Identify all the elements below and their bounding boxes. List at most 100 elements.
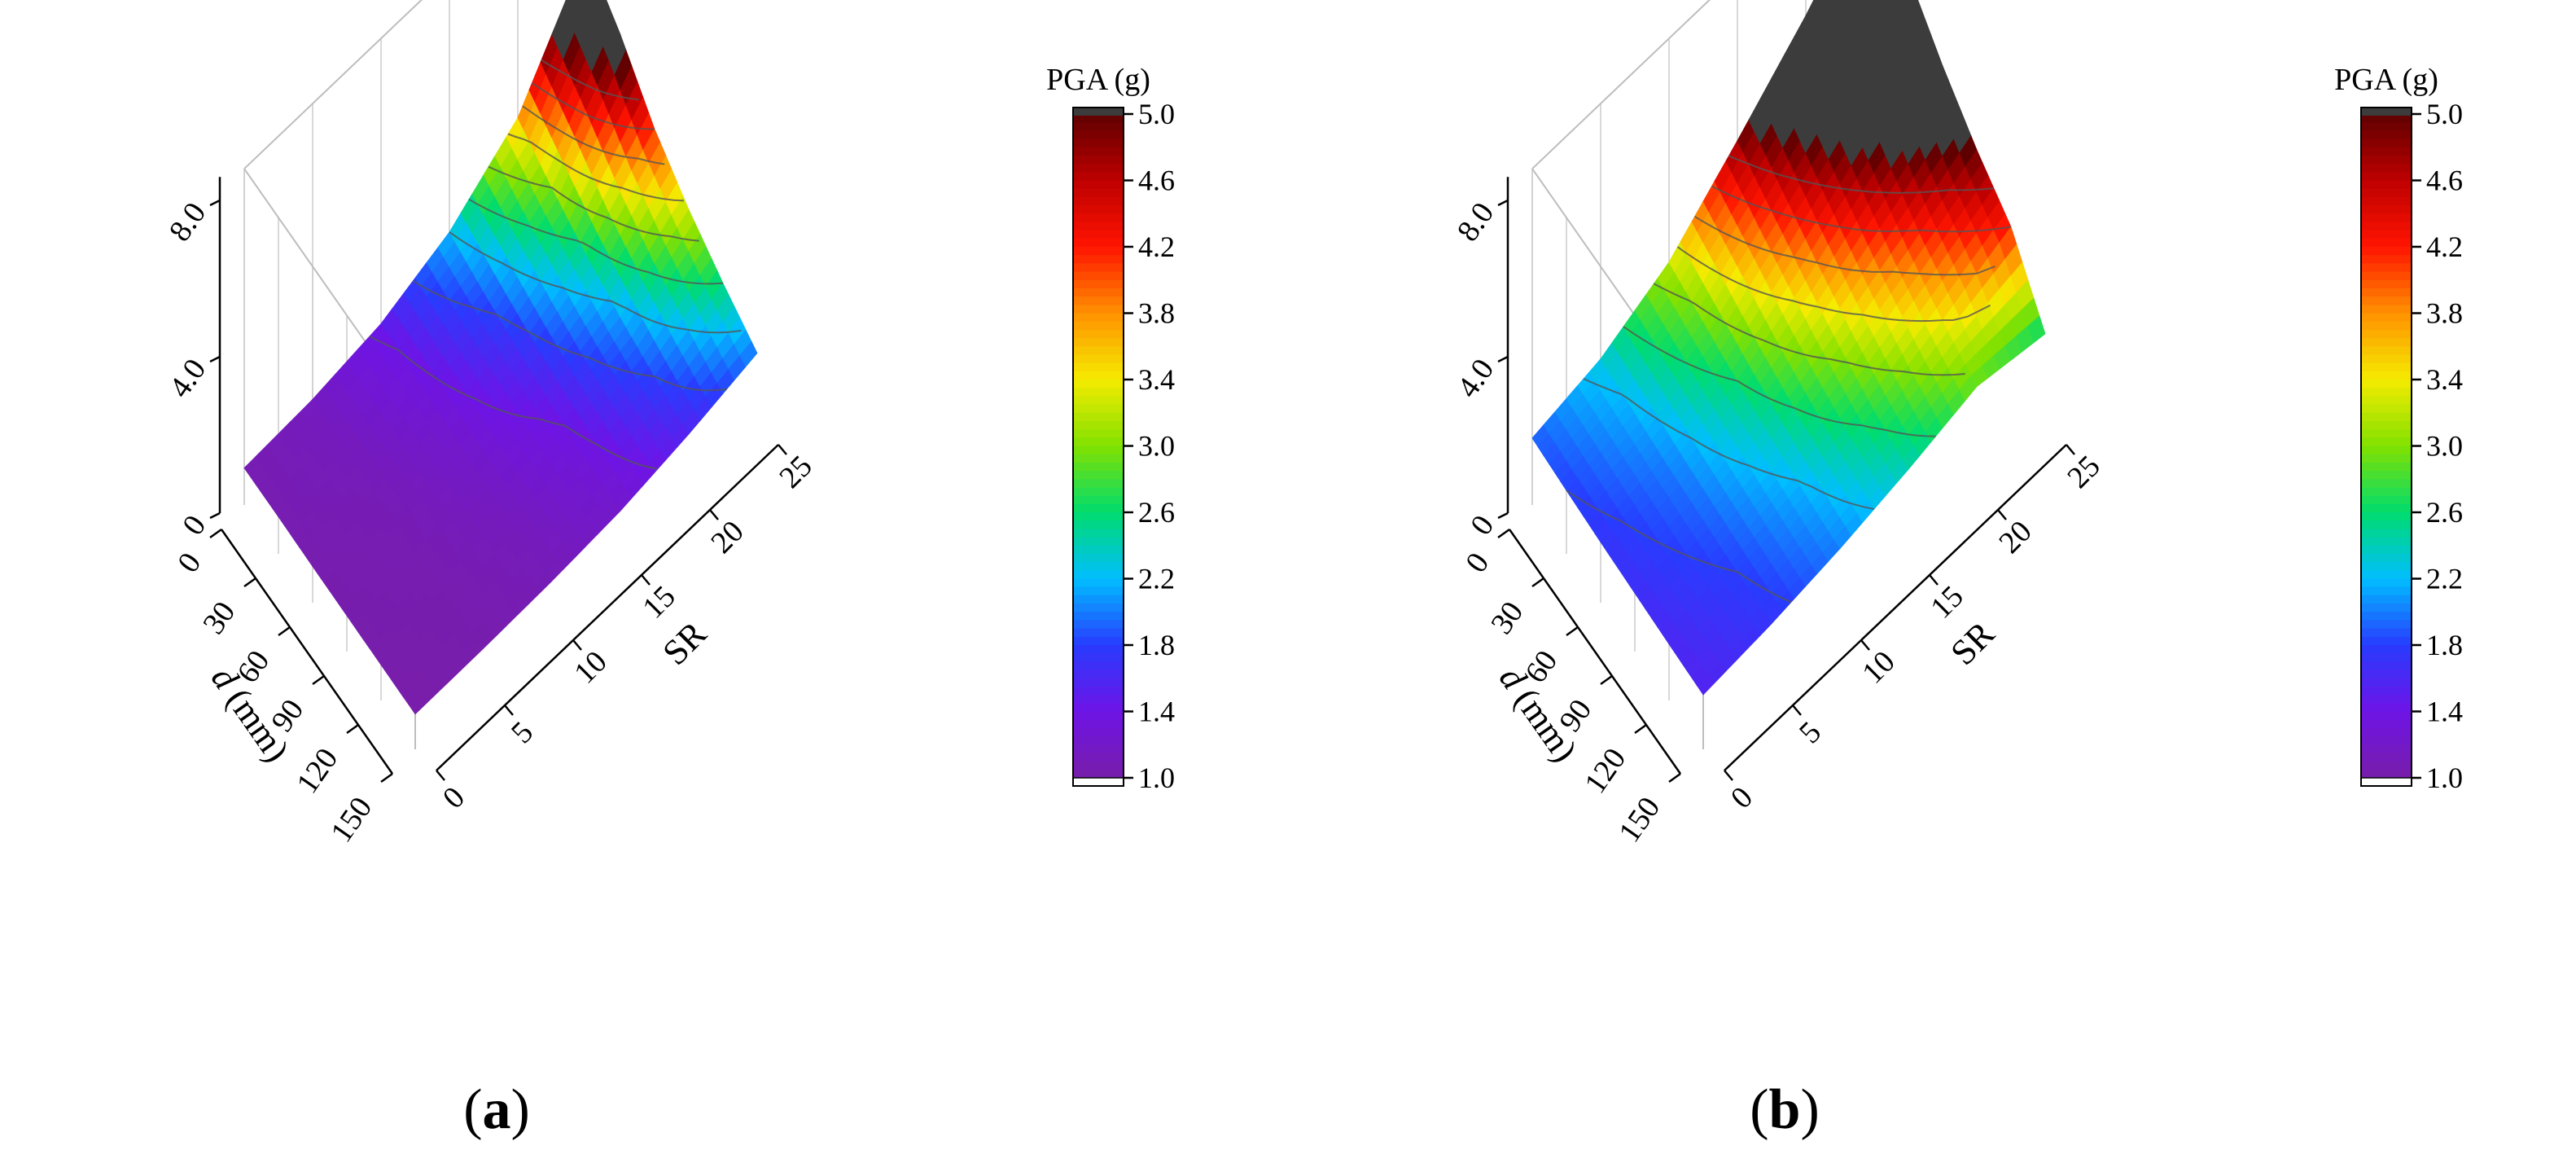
colorbar-step: [1073, 346, 1124, 356]
colorbar-step: [2361, 412, 2412, 422]
colorbar-tick-label: 3.0: [1138, 430, 1175, 463]
colorbar-step: [1073, 661, 1124, 671]
colorbar-step: [1073, 553, 1124, 564]
colorbar-step: [2361, 669, 2412, 679]
sr-axis-tick-label: 5: [1793, 715, 1828, 750]
colorbar-underflow: [2360, 777, 2412, 787]
colorbar-step: [1073, 138, 1124, 148]
colorbar-step: [1073, 362, 1124, 372]
colorbar-step: [2361, 155, 2412, 165]
surface-cell: [1860, 0, 1867, 7]
sr-axis-tick-label: 0: [436, 780, 471, 815]
colorbar-step: [2361, 164, 2412, 173]
colorbar-step: [1073, 612, 1124, 621]
colorbar-step: [1073, 329, 1124, 340]
colorbar-step: [1073, 604, 1124, 613]
z-axis-tick: [209, 511, 221, 520]
contour-line: [1653, 283, 1965, 376]
panel-label: (a): [463, 1078, 530, 1141]
z-axis-tick-label: 4.0: [163, 353, 213, 404]
sr-axis-tick-label: 15: [636, 579, 682, 626]
colorbar-step: [1073, 669, 1124, 679]
colorbar-step: [1073, 354, 1124, 364]
surface-cell: [1898, 0, 1909, 11]
colorbar-step: [1073, 769, 1124, 779]
colorbar-step: [1073, 736, 1124, 746]
d-axis-tick-label: 150: [1612, 791, 1667, 849]
colorbar-step: [2361, 404, 2412, 414]
colorbar-step: [1073, 188, 1124, 198]
surface: [1531, 0, 2046, 696]
colorbar-overflow: [2361, 108, 2412, 116]
panel-label: (b): [1750, 1078, 1820, 1141]
contour-line: [488, 165, 699, 242]
colorbar-step: [1073, 247, 1124, 257]
surface-cell: [1840, 0, 1854, 15]
colorbar-step: [2361, 396, 2412, 406]
colorbar-step: [2361, 769, 2412, 779]
colorbar-tick-label: 5.0: [2426, 98, 2463, 130]
contour-line: [468, 198, 724, 285]
colorbar-step: [1073, 595, 1124, 605]
colorbar-overflow: [1073, 108, 1124, 116]
colorbar-step: [2361, 454, 2412, 463]
z-axis-tick: [1497, 199, 1509, 207]
colorbar-step: [2361, 744, 2412, 754]
colorbar-step: [2361, 761, 2412, 770]
colorbar-step: [1073, 645, 1124, 655]
colorbar-step: [1073, 380, 1124, 389]
colorbar-step: [1073, 404, 1124, 414]
d-axis-tick: [1600, 674, 1613, 686]
colorbar-step: [2361, 354, 2412, 364]
sr-axis-tick-label: 10: [567, 644, 614, 691]
sr-axis-tick: [504, 705, 514, 716]
colorbar-tick-label: 1.8: [1138, 629, 1175, 661]
colorbar-step: [2361, 346, 2412, 356]
colorbar-step: [2361, 305, 2412, 314]
colorbar-tick-label: 1.4: [1138, 696, 1175, 728]
colorbar-underflow: [1072, 777, 1124, 787]
colorbar-step: [1073, 412, 1124, 422]
z-axis-tick-label: 8.0: [163, 196, 213, 248]
colorbar-step: [1073, 122, 1124, 132]
colorbar-tick-label: 3.8: [2426, 297, 2463, 330]
d-axis-tick-label: 30: [196, 595, 242, 640]
colorbar-tick-label: 4.2: [2426, 230, 2463, 263]
colorbar-tick-label: 2.6: [2426, 496, 2463, 529]
colorbar-step: [2361, 529, 2412, 538]
colorbar-step: [2361, 420, 2412, 431]
colorbar-step: [1073, 238, 1124, 248]
sr-axis-tick-label: 15: [1924, 579, 1970, 626]
colorbar-step: [1073, 686, 1124, 696]
colorbar-step: [1073, 429, 1124, 439]
colorbar-step: [1073, 313, 1124, 323]
colorbar-step: [1073, 271, 1124, 281]
d-axis-tick: [243, 577, 256, 588]
colorbar-step: [1073, 396, 1124, 406]
colorbar-step: [1073, 454, 1124, 463]
colorbar-step: [1073, 727, 1124, 738]
d-axis-tick-label: 0: [1459, 547, 1496, 579]
colorbar-step: [2361, 271, 2412, 281]
colorbar-step: [2361, 736, 2412, 746]
colorbar-step: [1073, 222, 1124, 231]
colorbar-step: [1073, 503, 1124, 513]
contour-line: [1693, 215, 1996, 276]
colorbar-step: [1073, 744, 1124, 754]
colorbar-step: [2361, 279, 2412, 289]
sr-axis-line: [436, 444, 779, 771]
sr-axis-tick: [709, 509, 719, 520]
colorbar-title: PGA (g): [2334, 63, 2438, 97]
surface-cell: [1820, 0, 1827, 8]
contour-line: [1583, 378, 1875, 510]
sr-axis-tick: [778, 444, 787, 455]
colorbar-tick-label: 4.6: [2426, 165, 2463, 197]
colorbar-step: [2361, 553, 2412, 564]
colorbar-step: [2361, 205, 2412, 215]
surface-cell: [585, 0, 601, 20]
colorbar-tick-label: 2.2: [2426, 563, 2463, 595]
sr-axis-tick: [1860, 639, 1870, 651]
sr-axis-line: [1724, 444, 2067, 771]
sr-axis-tick-label: 25: [2061, 449, 2107, 495]
colorbar-tick-label: 1.0: [1138, 762, 1175, 794]
